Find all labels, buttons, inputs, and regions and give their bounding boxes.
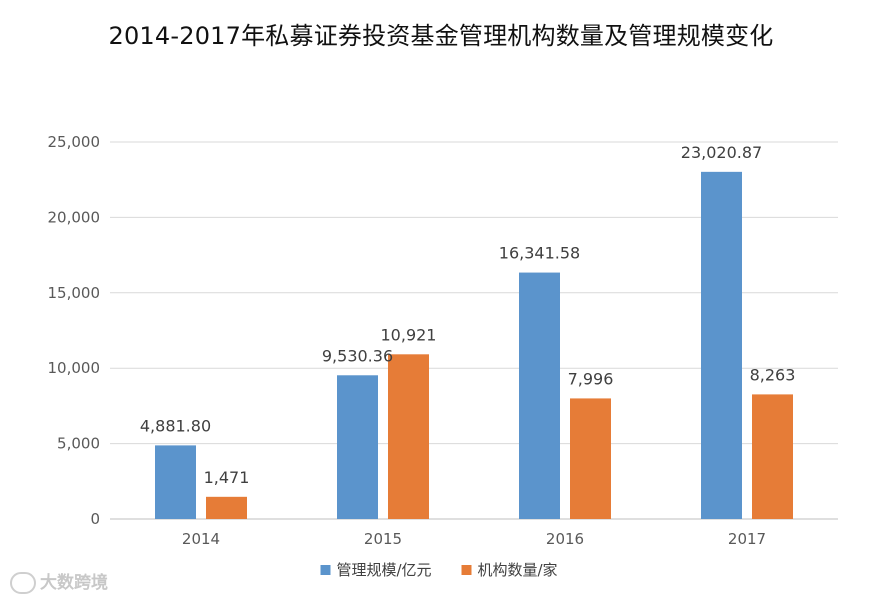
bar-2015-series-0 bbox=[337, 375, 378, 519]
legend-swatch bbox=[461, 565, 472, 575]
bar-2015-series-1 bbox=[388, 354, 429, 519]
legend-swatch bbox=[320, 565, 331, 575]
data-label: 4,881.80 bbox=[140, 416, 211, 435]
y-tick-label: 20,000 bbox=[48, 208, 101, 226]
y-tick-label: 5,000 bbox=[57, 435, 100, 453]
watermark-text: 大数跨境 bbox=[40, 573, 108, 593]
bar-2016-series-1 bbox=[570, 398, 611, 519]
bar-2014-series-0 bbox=[155, 445, 196, 519]
y-tick-label: 15,000 bbox=[48, 284, 101, 302]
chart-title: 2014-2017年私募证券投资基金管理机构数量及管理规模变化 bbox=[108, 22, 774, 50]
bar-2014-series-1 bbox=[206, 496, 247, 519]
x-axis-labels: 2014 2015 2016 2017 bbox=[182, 530, 766, 548]
data-label: 7,996 bbox=[568, 369, 614, 388]
data-label: 9,530.36 bbox=[322, 346, 393, 365]
y-tick-label: 10,000 bbox=[48, 359, 101, 377]
data-label: 16,341.58 bbox=[499, 244, 580, 263]
data-labels: 4,881.80 1,471 9,530.36 10,921 16,341.58 7,99… bbox=[140, 143, 796, 487]
bar-2017-series-0 bbox=[701, 171, 742, 519]
data-label: 8,263 bbox=[750, 365, 796, 384]
legend: 管理规模/亿元 机构数量/家 bbox=[320, 561, 558, 579]
data-label: 1,471 bbox=[204, 468, 250, 487]
x-tick-label: 2015 bbox=[364, 530, 402, 548]
bars bbox=[155, 171, 793, 519]
data-label: 23,020.87 bbox=[681, 143, 762, 162]
y-axis-ticks: 0 5,000 10,000 15,000 20,000 25,000 bbox=[48, 133, 101, 528]
x-tick-label: 2016 bbox=[546, 530, 584, 548]
bar-2016-series-0 bbox=[519, 272, 560, 519]
watermark: 大数跨境 bbox=[10, 570, 130, 596]
y-tick-label: 25,000 bbox=[48, 133, 101, 151]
y-tick-label: 0 bbox=[90, 510, 100, 528]
x-tick-label: 2017 bbox=[728, 530, 766, 548]
bar-2017-series-1 bbox=[752, 394, 793, 519]
data-label: 10,921 bbox=[381, 325, 437, 344]
legend-label: 机构数量/家 bbox=[478, 561, 558, 579]
x-tick-label: 2014 bbox=[182, 530, 220, 548]
logo-mark-icon bbox=[10, 572, 36, 594]
legend-label: 管理规模/亿元 bbox=[337, 561, 432, 579]
